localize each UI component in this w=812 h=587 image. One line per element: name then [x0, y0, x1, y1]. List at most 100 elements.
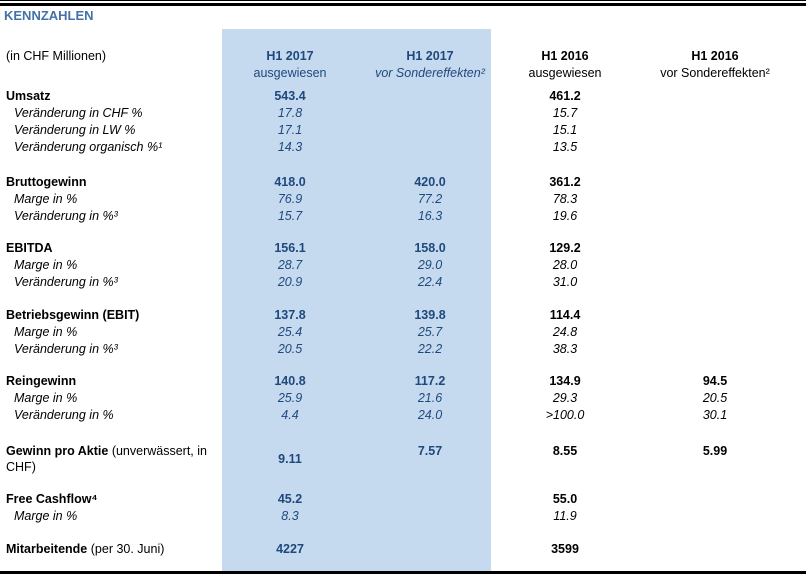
title-divider	[0, 0, 806, 1]
column-header-basis: vor Sondereffekten²	[660, 66, 770, 80]
cell-value: 30.1	[702, 408, 728, 422]
bottom-rule	[0, 571, 806, 574]
cell-value: >100.0	[545, 408, 585, 422]
cell-value: 9.11	[278, 452, 302, 466]
cell-value: 78.3	[552, 192, 578, 206]
row-label: Bruttogewinn	[6, 175, 87, 189]
cell-value: 22.2	[417, 342, 443, 356]
column-header-basis: ausgewiesen	[253, 66, 327, 80]
cell-value: 94.5	[702, 374, 728, 388]
cell-value: 38.3	[552, 342, 578, 356]
cell-value: 24.8	[552, 325, 578, 339]
cell-value: 45.2	[277, 492, 303, 506]
column-header-h1-2016-adjusted: H1 2016 vor Sondereffekten²	[640, 48, 790, 82]
row-label: Veränderung in %³	[14, 342, 118, 356]
row-label: Veränderung in %	[14, 408, 114, 422]
cell-value: 4.4	[281, 408, 299, 422]
cell-value: 22.4	[417, 275, 443, 289]
cell-value: 8.3	[281, 509, 299, 523]
cell-value: 15.7	[277, 209, 303, 223]
column-header-period: H1 2017	[406, 49, 454, 63]
cell-value: 25.4	[277, 325, 303, 339]
cell-value: 20.9	[277, 275, 303, 289]
cell-value: 17.1	[277, 123, 303, 137]
column-header-h1-2017-adjusted: H1 2017 vor Sondereffekten²	[355, 48, 505, 82]
row-label: Betriebsgewinn (EBIT)	[6, 308, 140, 322]
column-header-period: H1 2016	[541, 49, 589, 63]
row-label: Veränderung in %³	[14, 209, 118, 223]
cell-value: 137.8	[274, 308, 306, 322]
cell-value: 15.1	[552, 123, 578, 137]
unit-label: (in CHF Millionen)	[6, 49, 107, 63]
row-label: Veränderung organisch %¹	[14, 140, 163, 154]
row-label-mitarbeitende: Mitarbeitende (per 30. Juni)	[6, 541, 164, 558]
cell-value: 156.1	[274, 241, 306, 255]
table-row-umsatz: Umsatz 543.4 461.2	[0, 88, 806, 105]
row-label: Umsatz	[6, 89, 51, 103]
cell-value: 31.0	[552, 275, 578, 289]
cell-value: 134.9	[549, 374, 581, 388]
table-row-fcf-marge: Marge in % 8.3 11.9	[0, 508, 806, 525]
table-row-gewinn-pro-aktie-values-col1: 9.11	[0, 451, 806, 468]
cell-value: 76.9	[277, 192, 303, 206]
cell-value: 77.2	[417, 192, 443, 206]
cell-value: 25.7	[417, 325, 443, 339]
table-row-ebit-veraenderung: Veränderung in %³ 20.5 22.2 38.3	[0, 341, 806, 358]
table-row-reingewinn: Reingewinn 140.8 117.2 134.9 94.5	[0, 373, 806, 390]
row-label: Veränderung in LW %	[14, 123, 136, 137]
table-row-ebitda-marge: Marge in % 28.7 29.0 28.0	[0, 257, 806, 274]
table-row-brutto-veraenderung: Veränderung in %³ 15.7 16.3 19.6	[0, 208, 806, 225]
table-row-bruttogewinn: Bruttogewinn 418.0 420.0 361.2	[0, 174, 806, 191]
column-header-basis: ausgewiesen	[528, 66, 602, 80]
highlight-column-band	[222, 29, 491, 571]
cell-value: 11.9	[553, 509, 577, 523]
cell-value: 4227	[276, 542, 304, 556]
row-label: Marge in %	[14, 391, 78, 405]
cell-value: 139.8	[414, 308, 446, 322]
cell-value: 20.5	[277, 342, 303, 356]
row-label: Veränderung in %³	[14, 275, 118, 289]
row-label: Free Cashflow⁴	[6, 492, 98, 506]
cell-value: 129.2	[549, 241, 581, 255]
table-row-rein-veraenderung: Veränderung in % 4.4 24.0 >100.0 30.1	[0, 407, 806, 424]
cell-value: 114.4	[549, 308, 581, 322]
top-rule	[0, 3, 806, 6]
table-row-brutto-marge: Marge in % 76.9 77.2 78.3	[0, 191, 806, 208]
table-row-ebit-marge: Marge in % 25.4 25.7 24.8	[0, 324, 806, 341]
cell-value: 117.2	[414, 374, 446, 388]
cell-value: 418.0	[274, 175, 306, 189]
cell-value: 25.9	[277, 391, 303, 405]
column-header-h1-2016-reported: H1 2016 ausgewiesen	[490, 48, 640, 82]
cell-value: 17.8	[277, 106, 303, 120]
row-label-note: (per 30. Juni)	[90, 542, 165, 556]
cell-value: 21.6	[417, 391, 443, 405]
cell-value: 19.6	[552, 209, 578, 223]
cell-value: 28.7	[277, 258, 303, 272]
row-label: Marge in %	[14, 192, 78, 206]
cell-value: 7.57	[417, 444, 443, 458]
row-label: Veränderung in CHF %	[14, 106, 143, 120]
table-row-umsatz-chf: Veränderung in CHF % 17.8 15.7	[0, 105, 806, 122]
table-row-free-cashflow: Free Cashflow⁴ 45.2 55.0	[0, 491, 806, 508]
column-header-period: H1 2016	[691, 49, 739, 63]
cell-value: 361.2	[549, 175, 581, 189]
cell-value: 140.8	[274, 374, 306, 388]
cell-value: 55.0	[552, 492, 578, 506]
cell-value: 28.0	[552, 258, 578, 272]
page-title: KENNZAHLEN	[4, 8, 94, 23]
cell-value: 543.4	[274, 89, 306, 103]
column-header-h1-2017-reported: H1 2017 ausgewiesen	[215, 48, 365, 82]
cell-value: 461.2	[549, 89, 581, 103]
cell-value: 14.3	[277, 140, 303, 154]
cell-value: 420.0	[414, 175, 446, 189]
row-label: EBITDA	[6, 241, 53, 255]
row-label: Marge in %	[14, 325, 78, 339]
cell-value: 24.0	[417, 408, 443, 422]
table-row-ebitda: EBITDA 156.1 158.0 129.2	[0, 240, 806, 257]
cell-value: 3599	[551, 542, 579, 556]
column-header-basis: vor Sondereffekten²	[375, 66, 485, 80]
row-label: Reingewinn	[6, 374, 77, 388]
table-row-umsatz-lw: Veränderung in LW % 17.1 15.1	[0, 122, 806, 139]
cell-value: 13.5	[552, 140, 578, 154]
